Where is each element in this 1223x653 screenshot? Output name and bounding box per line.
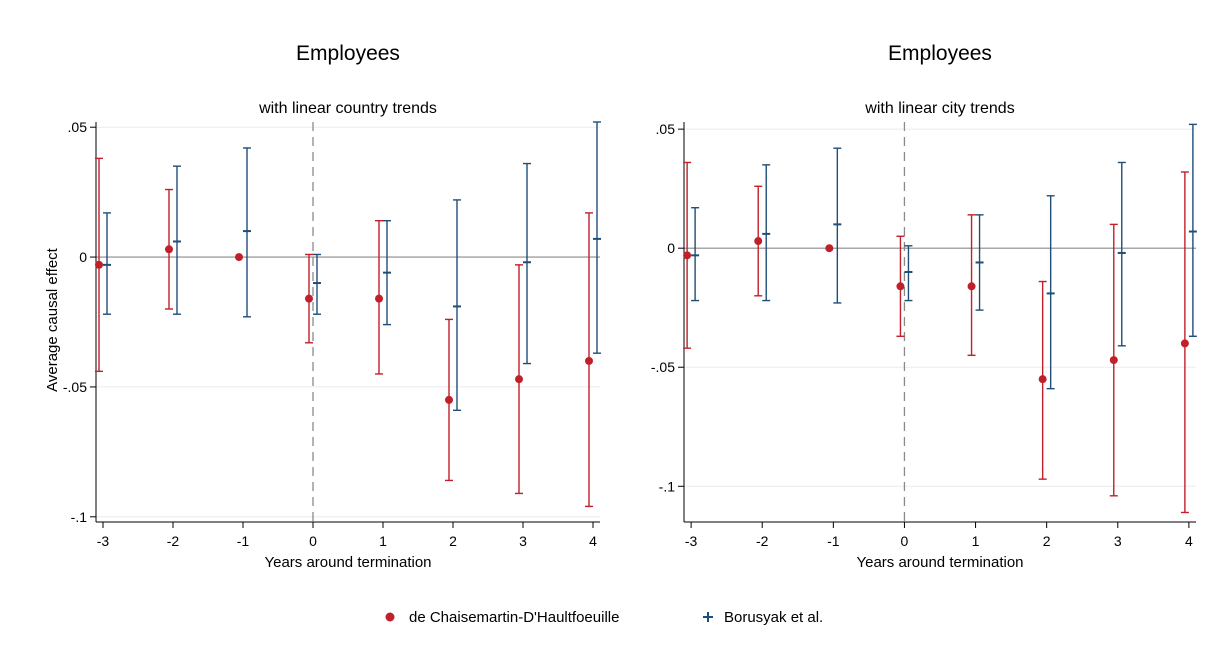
left-dcdh-point — [305, 294, 313, 303]
right-dcdh-point — [754, 237, 763, 246]
left-dcdh-point — [165, 245, 173, 254]
right-dcdh-point — [896, 282, 905, 291]
left-x-tick-label: 4 — [589, 533, 597, 549]
right-x-tick-label: 1 — [972, 533, 980, 549]
left-panel-title: Employees — [296, 42, 400, 65]
left-x-tick-label: -3 — [97, 533, 110, 549]
legend-dot-marker — [385, 612, 395, 622]
right-panel: Employees with linear city trends Years … — [651, 42, 1197, 571]
legend: de Chaisemartin-D'Haultfoeuille Borusyak… — [385, 609, 823, 626]
right-x-tick-label: 4 — [1185, 533, 1193, 549]
left-y-tick-label: -.1 — [71, 509, 88, 525]
right-x-tick-label: -2 — [756, 533, 769, 549]
left-dcdh-point — [515, 375, 523, 384]
right-y-tick-label: 0 — [667, 240, 675, 256]
left-panel-subtitle: with linear country trends — [258, 100, 437, 117]
legend-plus-marker — [703, 612, 713, 622]
right-x-tick-label: -3 — [685, 533, 698, 549]
right-x-tick-label: 3 — [1114, 533, 1122, 549]
left-dcdh-point — [585, 356, 593, 365]
left-panel-y-axis-label: Average causal effect — [44, 247, 61, 392]
left-y-tick-label: 0 — [79, 249, 87, 265]
left-dcdh-point — [235, 253, 243, 262]
left-dcdh-point — [95, 260, 103, 269]
left-x-tick-label: -1 — [237, 533, 250, 549]
right-x-tick-label: 2 — [1043, 533, 1051, 549]
right-x-tick-label: 0 — [901, 533, 909, 549]
left-y-tick-label: -.05 — [63, 379, 87, 395]
right-dcdh-point — [1180, 339, 1189, 348]
left-x-tick-label: 1 — [379, 533, 387, 549]
right-dcdh-point — [683, 251, 692, 260]
right-y-tick-label: -.05 — [651, 359, 675, 375]
left-dcdh-point — [445, 395, 453, 404]
right-panel-subtitle: with linear city trends — [864, 100, 1014, 117]
right-panel-title: Employees — [888, 42, 992, 65]
right-y-tick-label: .05 — [656, 121, 676, 137]
left-panel: Employees with linear country trends Yea… — [44, 42, 601, 571]
legend-label-dcdh: de Chaisemartin-D'Haultfoeuille — [409, 609, 619, 626]
right-x-tick-label: -1 — [827, 533, 840, 549]
left-panel-x-axis-label: Years around termination — [264, 554, 431, 571]
left-x-tick-label: 2 — [449, 533, 457, 549]
left-x-tick-label: -2 — [167, 533, 180, 549]
right-dcdh-point — [967, 282, 976, 291]
left-y-tick-label: .05 — [68, 119, 88, 135]
left-x-tick-label: 3 — [519, 533, 527, 549]
right-dcdh-point — [1038, 375, 1047, 384]
left-x-tick-label: 0 — [309, 533, 317, 549]
right-dcdh-point — [1109, 356, 1118, 365]
left-dcdh-point — [375, 294, 383, 303]
legend-label-borusyak: Borusyak et al. — [724, 609, 823, 626]
right-panel-x-axis-label: Years around termination — [856, 554, 1023, 571]
right-y-tick-label: -.1 — [659, 478, 676, 494]
right-dcdh-point — [825, 244, 834, 253]
